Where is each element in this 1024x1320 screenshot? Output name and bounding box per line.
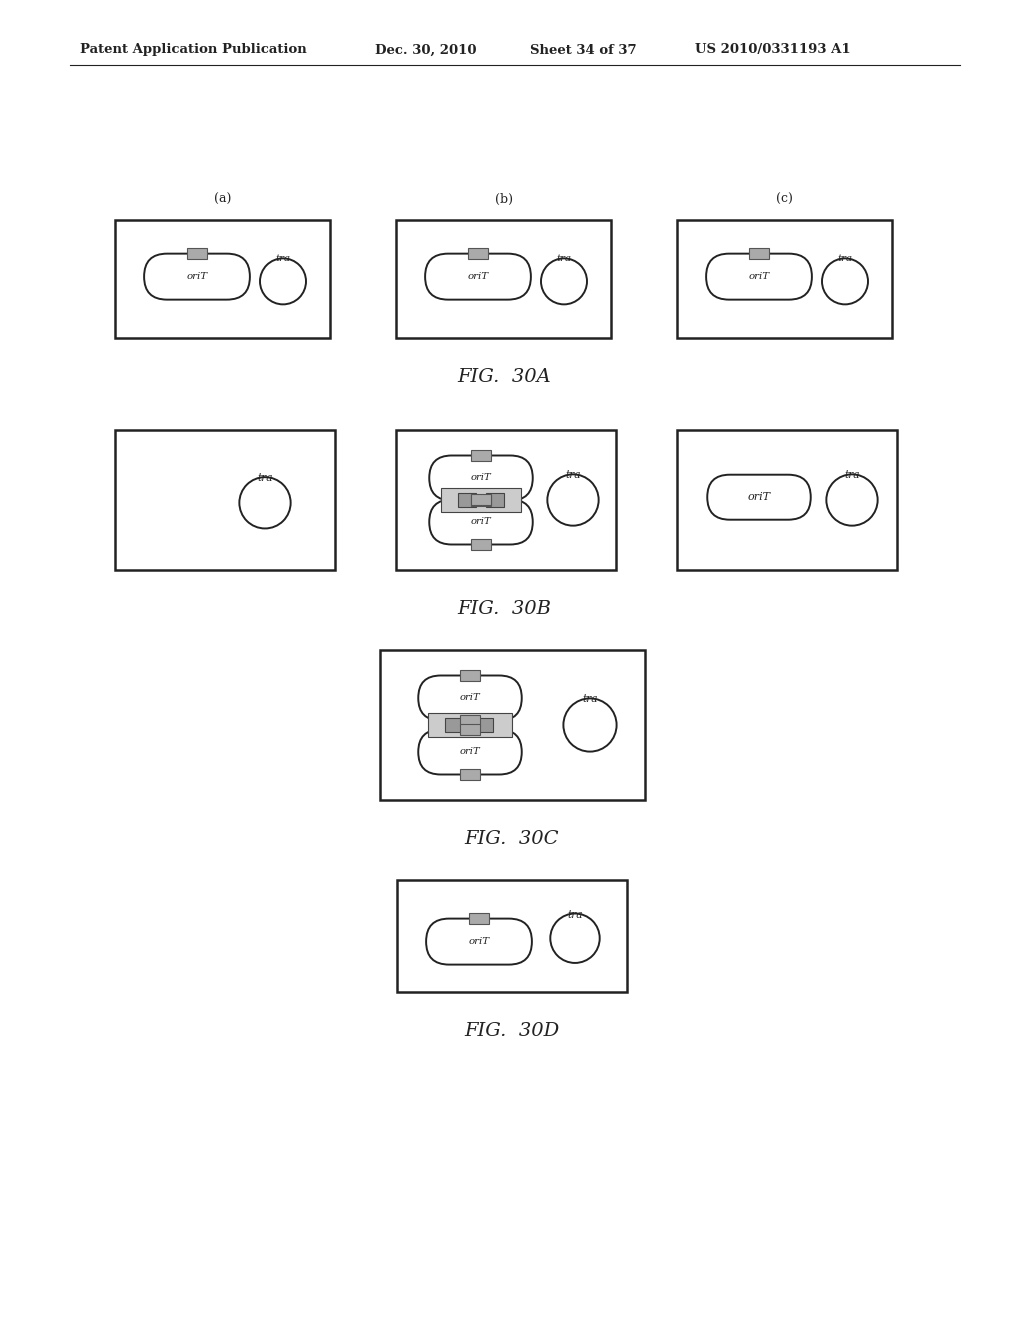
- Bar: [397, 880, 627, 993]
- Text: FIG.  30D: FIG. 30D: [464, 1022, 560, 1040]
- Ellipse shape: [822, 259, 868, 305]
- FancyBboxPatch shape: [708, 475, 811, 520]
- Text: tra: tra: [838, 255, 853, 264]
- Bar: [396, 430, 616, 570]
- Bar: [469, 913, 489, 924]
- Text: oriT: oriT: [748, 492, 770, 502]
- Bar: [486, 492, 504, 507]
- Text: FIG.  30B: FIG. 30B: [457, 601, 551, 618]
- Text: tra: tra: [844, 470, 860, 480]
- Bar: [460, 671, 480, 681]
- FancyBboxPatch shape: [425, 253, 530, 300]
- FancyBboxPatch shape: [426, 919, 531, 965]
- FancyBboxPatch shape: [144, 253, 250, 300]
- Text: (b): (b): [495, 193, 512, 206]
- Text: US 2010/0331193 A1: US 2010/0331193 A1: [695, 44, 851, 57]
- Ellipse shape: [563, 698, 616, 751]
- Bar: [677, 220, 892, 338]
- Bar: [396, 220, 611, 338]
- Text: tra: tra: [583, 694, 598, 705]
- Ellipse shape: [541, 259, 587, 305]
- Bar: [460, 725, 480, 735]
- Bar: [468, 248, 488, 259]
- Ellipse shape: [550, 913, 600, 964]
- Bar: [460, 715, 480, 726]
- Text: Patent Application Publication: Patent Application Publication: [80, 44, 307, 57]
- Bar: [677, 430, 897, 570]
- Bar: [471, 539, 490, 550]
- Bar: [749, 248, 769, 259]
- Bar: [115, 220, 330, 338]
- Bar: [380, 649, 645, 800]
- Text: oriT: oriT: [460, 747, 480, 756]
- FancyBboxPatch shape: [429, 455, 532, 500]
- FancyBboxPatch shape: [429, 499, 532, 544]
- Bar: [471, 495, 490, 506]
- Bar: [186, 248, 207, 259]
- Bar: [441, 488, 521, 512]
- Bar: [115, 430, 335, 570]
- Bar: [471, 450, 490, 461]
- Text: tra: tra: [257, 473, 272, 483]
- Text: tra: tra: [556, 255, 571, 264]
- Text: oriT: oriT: [471, 474, 492, 483]
- Text: FIG.  30C: FIG. 30C: [465, 830, 559, 847]
- Text: tra: tra: [567, 909, 583, 920]
- Text: oriT: oriT: [186, 272, 208, 281]
- Bar: [445, 718, 463, 733]
- Text: Dec. 30, 2010: Dec. 30, 2010: [375, 44, 476, 57]
- FancyBboxPatch shape: [707, 253, 812, 300]
- Text: Sheet 34 of 37: Sheet 34 of 37: [530, 44, 637, 57]
- Ellipse shape: [548, 474, 599, 525]
- Bar: [458, 492, 476, 507]
- Ellipse shape: [240, 477, 291, 528]
- Bar: [471, 494, 490, 506]
- Text: oriT: oriT: [460, 693, 480, 702]
- Text: (c): (c): [776, 193, 793, 206]
- Text: tra: tra: [565, 470, 581, 480]
- Text: tra: tra: [275, 255, 291, 264]
- FancyBboxPatch shape: [418, 676, 522, 721]
- Bar: [460, 770, 480, 780]
- Text: oriT: oriT: [467, 272, 488, 281]
- Text: FIG.  30A: FIG. 30A: [457, 368, 551, 385]
- Ellipse shape: [826, 474, 878, 525]
- Text: oriT: oriT: [749, 272, 770, 281]
- Text: oriT: oriT: [471, 517, 492, 527]
- Bar: [475, 718, 493, 733]
- Text: (a): (a): [214, 193, 231, 206]
- Bar: [428, 713, 512, 737]
- Ellipse shape: [260, 259, 306, 305]
- FancyBboxPatch shape: [418, 730, 522, 775]
- Text: oriT: oriT: [468, 937, 489, 946]
